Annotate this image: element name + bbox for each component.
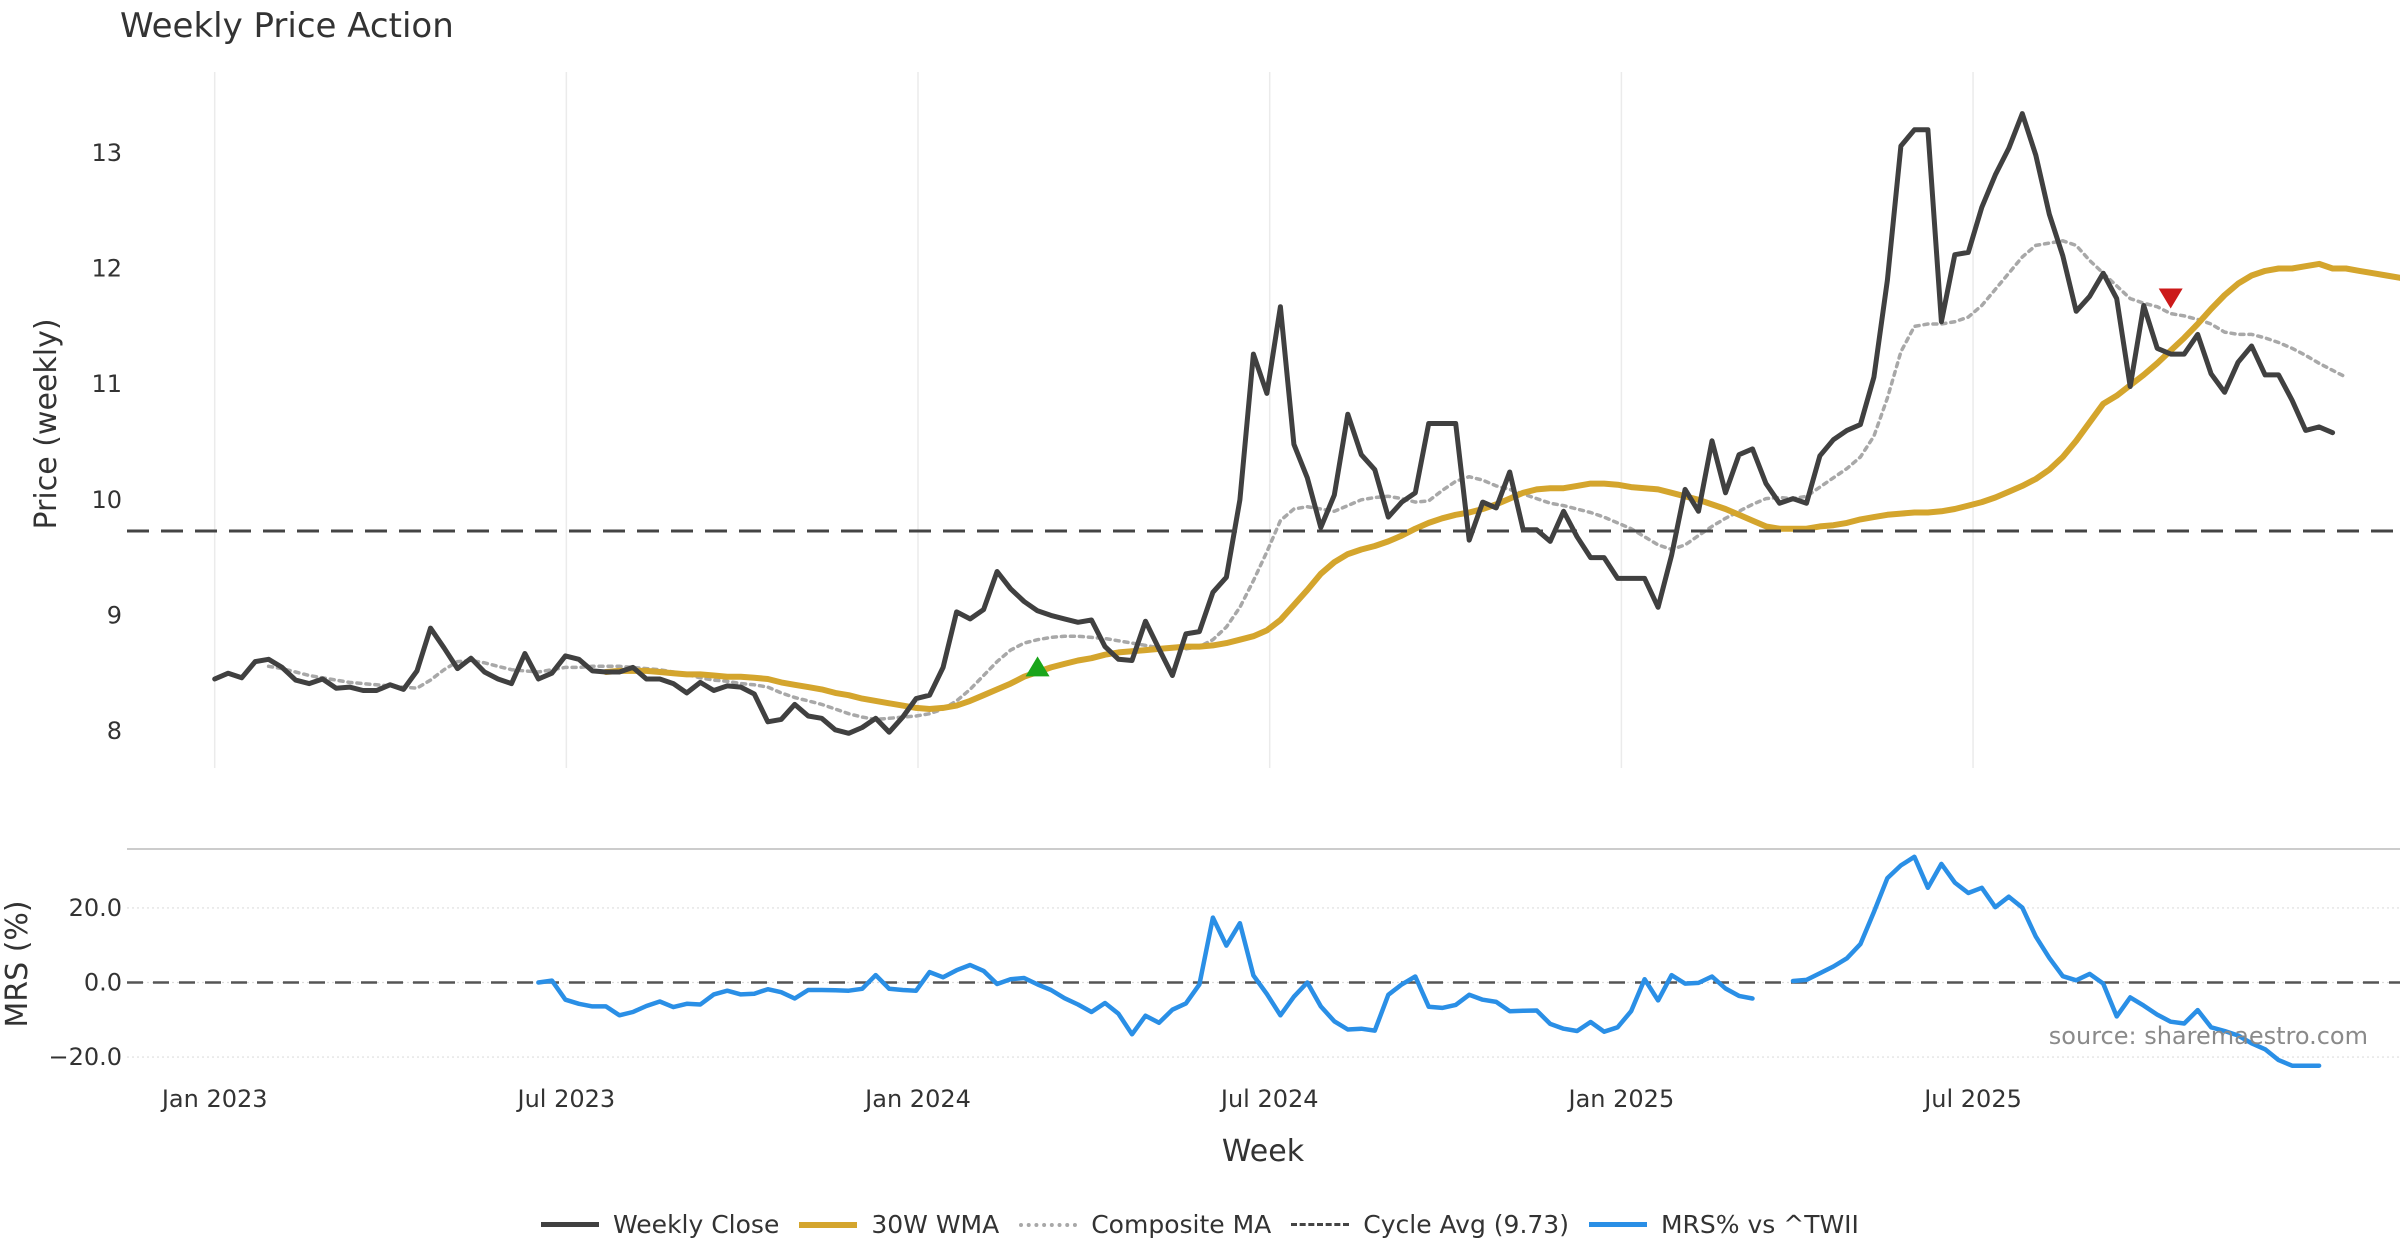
price-y-tick-label: 12 (91, 255, 122, 283)
series-line-30w-wma (602, 260, 2400, 712)
legend-item-wma: 30W WMA (799, 1210, 999, 1239)
signal-markers (1025, 288, 2183, 677)
x-axis-label: Week (1222, 1134, 1305, 1169)
x-tick-label: Jan 2023 (160, 1085, 268, 1113)
price-y-tick-label: 9 (107, 601, 122, 629)
chart-title: Weekly Price Action (120, 6, 454, 46)
legend-label-weekly-close: Weekly Close (613, 1210, 780, 1239)
mrs-y-axis-label: MRS (%) (0, 900, 35, 1027)
price-y-tick-label: 10 (91, 486, 122, 514)
buy-signal-marker (1025, 656, 1050, 677)
mrs-y-ticks: 20.0 0.0 −20.0 (48, 894, 122, 1071)
mrs-y-tick-label: 20.0 (69, 894, 122, 922)
legend-item-weekly-close: Weekly Close (541, 1210, 779, 1239)
price-panel: Price (weekly) 8 9 10 11 12 13 (29, 111, 2400, 745)
legend: Weekly Close 30W WMA Composite MA Cycle … (0, 1210, 2400, 1239)
legend-item-mrs: MRS% vs ^TWII (1588, 1210, 1859, 1239)
legend-swatch-cycle-avg (1291, 1223, 1350, 1226)
legend-swatch-wma (799, 1221, 858, 1228)
chart-area: Price (weekly) 8 9 10 11 12 13 MRS (%) 20.0 0.… (0, 72, 2400, 1169)
mrs-y-tick-label: 0.0 (84, 969, 122, 997)
price-y-tick-label: 8 (107, 717, 122, 745)
sell-signal-marker (2158, 288, 2183, 309)
x-ticks: Jan 2023 Jul 2023 Jan 2024 Jul 2024 Jan 2025… (160, 1085, 2022, 1113)
x-tick-label: Jul 2023 (516, 1085, 616, 1113)
mrs-y-tick-label: −20.0 (48, 1043, 122, 1071)
price-y-ticks: 8 9 10 11 12 13 (91, 139, 122, 745)
legend-label-wma: 30W WMA (871, 1210, 1000, 1239)
legend-label-cycle-avg: Cycle Avg (9.73) (1363, 1210, 1569, 1239)
x-tick-label: Jan 2024 (863, 1085, 971, 1113)
legend-item-composite-ma: Composite MA (1019, 1210, 1271, 1239)
legend-item-cycle-avg: Cycle Avg (9.73) (1291, 1210, 1569, 1239)
mrs-panel: MRS (%) 20.0 0.0 −20.0 source: sharemaestr… (0, 854, 2400, 1071)
legend-swatch-mrs (1588, 1222, 1647, 1227)
x-tick-label: Jul 2024 (1219, 1085, 1319, 1113)
price-y-tick-label: 11 (91, 370, 122, 398)
price-series (127, 111, 2400, 736)
x-tick-label: Jul 2025 (1922, 1085, 2022, 1113)
legend-swatch-composite-ma (1019, 1222, 1078, 1227)
gridlines (127, 72, 2400, 1058)
series-line-mrs-vs-twii (536, 854, 2322, 1068)
legend-label-composite-ma: Composite MA (1091, 1210, 1272, 1239)
price-y-tick-label: 13 (91, 139, 122, 167)
source-note: source: sharemaestro.com (2049, 1022, 2368, 1050)
series-line-composite-ma (266, 239, 2348, 722)
legend-swatch-weekly-close (541, 1222, 600, 1227)
mrs-series (127, 854, 2400, 1068)
series-line-weekly-close (212, 111, 2336, 736)
legend-label-mrs: MRS% vs ^TWII (1660, 1210, 1859, 1239)
x-tick-label: Jan 2025 (1567, 1085, 1675, 1113)
price-y-axis-label: Price (weekly) (29, 318, 64, 529)
